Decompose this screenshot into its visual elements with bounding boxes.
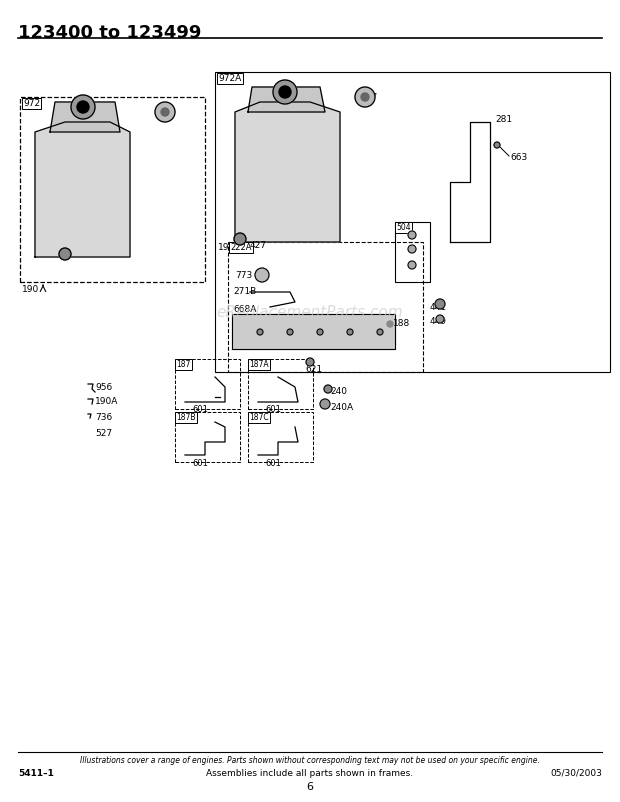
Text: 449: 449 <box>430 318 447 326</box>
Text: 957: 957 <box>360 94 377 103</box>
Circle shape <box>287 329 293 335</box>
Circle shape <box>408 231 416 239</box>
Circle shape <box>317 329 323 335</box>
Circle shape <box>279 86 291 98</box>
Text: 504: 504 <box>396 223 410 232</box>
Polygon shape <box>35 122 130 257</box>
Circle shape <box>306 358 314 366</box>
Circle shape <box>161 108 169 116</box>
Text: 190A: 190A <box>95 398 118 407</box>
Text: 668A: 668A <box>233 305 257 314</box>
Polygon shape <box>248 87 325 112</box>
Text: 281: 281 <box>495 115 512 124</box>
Text: 972A: 972A <box>218 74 241 83</box>
Circle shape <box>71 95 95 119</box>
Circle shape <box>255 268 269 282</box>
Circle shape <box>234 233 246 245</box>
Text: 663: 663 <box>510 152 527 161</box>
Bar <box>175 359 240 409</box>
Bar <box>215 72 610 372</box>
Circle shape <box>408 245 416 253</box>
Circle shape <box>377 329 383 335</box>
Text: 123400 to 123499: 123400 to 123499 <box>18 24 201 42</box>
Text: 187C: 187C <box>249 413 268 422</box>
Text: 187B: 187B <box>176 413 195 422</box>
Polygon shape <box>235 102 340 242</box>
Text: 187: 187 <box>176 360 190 369</box>
Bar <box>228 242 423 372</box>
Text: 972: 972 <box>23 99 40 108</box>
Polygon shape <box>232 314 395 349</box>
Circle shape <box>494 142 500 148</box>
Circle shape <box>387 321 393 327</box>
Bar <box>248 359 313 409</box>
Circle shape <box>361 93 369 101</box>
Text: 222A: 222A <box>230 243 252 252</box>
Bar <box>248 412 313 462</box>
Circle shape <box>435 299 445 309</box>
Circle shape <box>257 329 263 335</box>
Text: 601: 601 <box>265 459 281 468</box>
Text: 190: 190 <box>22 285 39 294</box>
Text: 956: 956 <box>95 383 112 391</box>
Bar <box>175 412 240 462</box>
Bar <box>395 222 430 282</box>
Circle shape <box>324 385 332 393</box>
Circle shape <box>408 261 416 269</box>
Circle shape <box>355 87 375 107</box>
Circle shape <box>436 315 444 323</box>
Circle shape <box>320 399 330 409</box>
Text: 621: 621 <box>305 366 322 375</box>
Text: 6: 6 <box>306 782 314 792</box>
Text: 601: 601 <box>192 459 208 468</box>
Text: 957: 957 <box>155 107 172 116</box>
Text: Illustrations cover a range of engines. Parts shown without corresponding text m: Illustrations cover a range of engines. … <box>80 756 540 765</box>
Text: 05/30/2003: 05/30/2003 <box>550 769 602 778</box>
Polygon shape <box>50 102 120 132</box>
Circle shape <box>347 329 353 335</box>
Circle shape <box>155 102 175 122</box>
Circle shape <box>273 80 297 104</box>
Text: 240: 240 <box>330 387 347 396</box>
Circle shape <box>77 101 89 113</box>
Text: Assemblies include all parts shown in frames.: Assemblies include all parts shown in fr… <box>206 769 414 778</box>
Text: 190: 190 <box>218 242 235 252</box>
Text: 527: 527 <box>95 430 112 439</box>
Text: 5411–1: 5411–1 <box>18 769 54 778</box>
Text: 187A: 187A <box>249 360 268 369</box>
Text: 773: 773 <box>235 270 252 280</box>
Text: 427: 427 <box>250 241 267 250</box>
Text: eReplacementParts.com: eReplacementParts.com <box>216 305 404 319</box>
Text: 441: 441 <box>430 302 447 311</box>
Text: 601: 601 <box>265 406 281 415</box>
Text: 271B: 271B <box>233 287 256 297</box>
Bar <box>20 97 205 282</box>
Text: 736: 736 <box>95 412 112 422</box>
Circle shape <box>59 248 71 260</box>
Text: 601: 601 <box>192 406 208 415</box>
Text: 240A: 240A <box>330 403 353 411</box>
Text: 188: 188 <box>393 319 410 329</box>
